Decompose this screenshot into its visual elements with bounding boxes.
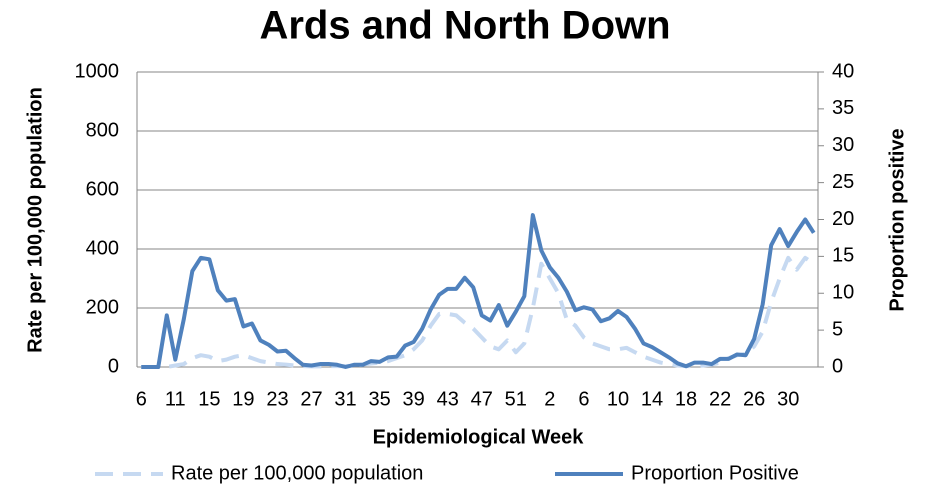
y-axis-title: Rate per 100,000 population [24,87,46,353]
data-line [141,255,815,369]
y2-tick-label: 0 [832,355,843,377]
x-tick-label: 2 [544,388,555,410]
x-tick-label: 6 [578,388,589,410]
x-tick-label: 18 [675,388,697,410]
x-axis-title: Epidemiological Week [373,426,585,448]
y2-tick-label: 40 [832,60,854,82]
x-tick-label: 11 [165,388,186,410]
y-tick-label: 200 [86,296,119,318]
y-tick-label: 1000 [75,60,120,82]
chart-title: Ards and North Down [259,4,670,48]
legend-label: Proportion Positive [631,462,799,484]
x-tick-label: 30 [777,388,799,410]
legend-label: Rate per 100,000 population [171,462,423,484]
x-tick-label: 51 [505,388,527,410]
x-tick-label: 27 [300,388,322,410]
y-tick-label: 400 [86,237,119,259]
data-line [141,213,816,369]
y2-tick-label: 10 [832,282,854,304]
y-tick-label: 0 [108,355,119,377]
y-tick-label: 600 [86,178,119,200]
y2-tick-label: 20 [832,208,854,230]
x-tick-label: 35 [368,388,390,410]
x-tick-label: 19 [232,388,254,410]
x-tick-label: 47 [471,388,493,410]
x-tick-label: 26 [743,388,765,410]
x-tick-label: 43 [437,388,459,410]
y2-tick-label: 35 [832,97,854,119]
x-tick-label: 22 [709,388,731,410]
y2-tick-label: 30 [832,134,854,156]
x-tick-label: 6 [136,388,147,410]
x-tick-label: 10 [607,388,629,410]
y2-tick-label: 25 [832,171,854,193]
x-tick-label: 31 [334,388,356,410]
x-tick-label: 15 [198,388,220,410]
x-tick-label: 23 [266,388,288,410]
y-tick-label: 800 [86,119,119,141]
y2-axis-title: Proportion positive [886,128,908,311]
y2-tick-label: 5 [832,318,843,340]
x-tick-label: 14 [641,388,663,410]
y2-tick-label: 15 [832,245,854,267]
x-tick-label: 39 [403,388,425,410]
